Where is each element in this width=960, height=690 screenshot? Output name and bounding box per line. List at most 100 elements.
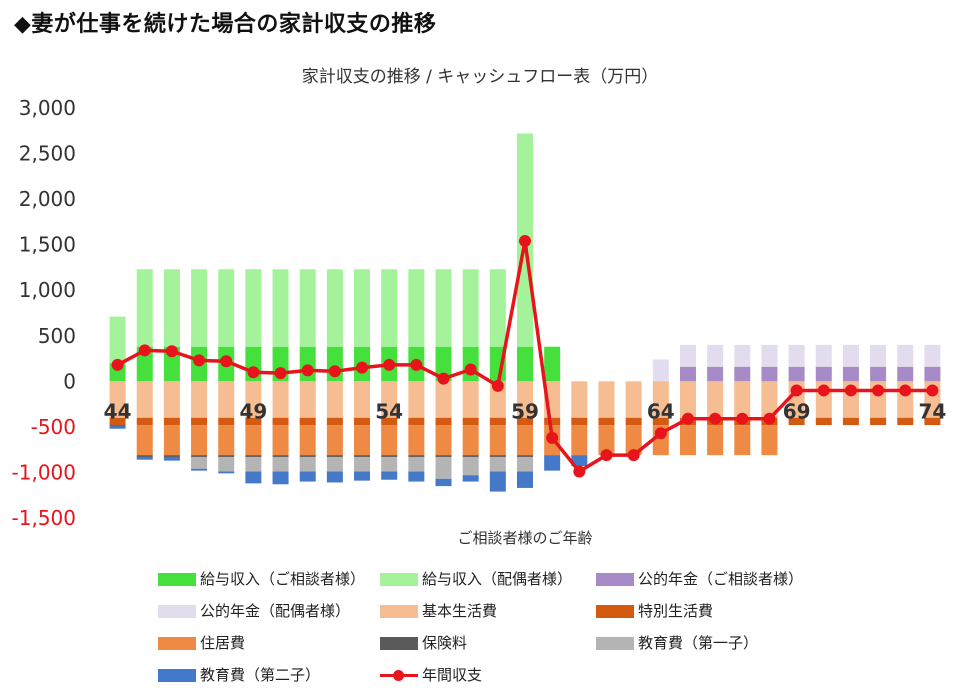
bar-segment <box>272 417 289 426</box>
bar-segment <box>326 425 343 456</box>
bar-segment <box>462 475 479 482</box>
annual-balance-point <box>328 365 341 378</box>
legend-item-housing: 住居費 <box>158 632 245 653</box>
bar-segment <box>761 344 778 367</box>
bar-segment <box>245 456 262 472</box>
legend-item-salary-client: 給与収入（ご相談者様） <box>158 568 365 589</box>
legend-item-salary-spouse: 給与収入（配偶者様） <box>380 568 572 589</box>
annual-balance-point <box>138 344 151 357</box>
bar-segment <box>299 269 316 347</box>
bar-segment <box>191 269 208 347</box>
legend-label: 公的年金（ご相談者様） <box>638 570 804 588</box>
bar-segment <box>517 346 533 382</box>
legend-label: 特別生活費 <box>638 602 714 620</box>
legend-label: 年間収支 <box>422 666 483 684</box>
bar-segment <box>136 456 153 460</box>
chart-title: 家計収支の推移 / キャッシュフロー表（万円） <box>301 67 659 87</box>
bar-segment <box>163 455 180 457</box>
bar-segment <box>354 471 371 481</box>
legend-item-annual-balance: 年間収支 <box>380 664 482 685</box>
bar-segment <box>489 381 506 418</box>
bar-segment <box>326 455 343 457</box>
bar-segment <box>788 344 805 367</box>
bar-segment <box>381 455 398 457</box>
bar-segment <box>897 366 914 382</box>
bar-segment <box>679 344 696 367</box>
legend-item-basic-living: 基本生活費 <box>380 600 497 621</box>
y-tick-label: 1,000 <box>19 278 76 302</box>
legend-swatch <box>158 669 196 682</box>
annual-balance-point <box>247 366 260 379</box>
bar-segment <box>707 381 724 418</box>
x-tick-label: 74 <box>918 399 946 423</box>
bar-segment <box>517 455 533 457</box>
bar-segment <box>652 417 669 426</box>
bar-segment <box>326 417 343 426</box>
annual-balance-point <box>573 465 586 478</box>
bar-segment <box>707 425 724 456</box>
x-axis-label: ご相談者様のご年齢 <box>457 529 592 547</box>
bar-segment <box>435 381 452 418</box>
bar-segment <box>326 471 343 483</box>
annual-balance-point <box>274 367 287 380</box>
bar-segment <box>544 346 561 382</box>
annual-balance-point <box>709 412 722 425</box>
bar-segment <box>679 425 696 456</box>
annual-balance-point <box>763 412 776 425</box>
legend-item-insurance: 保険料 <box>380 632 467 653</box>
bar-segment <box>218 471 235 474</box>
bar-segment <box>163 425 180 456</box>
annual-balance-point <box>817 384 830 397</box>
bar-segment <box>517 381 533 418</box>
bar-segment <box>191 425 208 456</box>
bar-segment <box>136 455 153 457</box>
bar-segment <box>218 417 235 426</box>
bar-segment <box>381 269 398 347</box>
bar-segment <box>245 381 262 418</box>
bar-segment <box>218 381 235 418</box>
y-tick-label: -500 <box>31 415 76 439</box>
y-tick-label: -1,500 <box>12 506 76 530</box>
bar-segment <box>489 425 506 456</box>
bar-segment <box>462 381 479 418</box>
bar-segment <box>435 346 452 382</box>
bar-segment <box>517 471 533 488</box>
bar-segment <box>326 456 343 472</box>
bar-segment <box>761 425 778 456</box>
legend-swatch <box>158 605 196 618</box>
annual-balance-point <box>627 449 640 462</box>
bar-segment <box>191 455 208 457</box>
bar-segment <box>897 344 914 367</box>
annual-balance-point <box>654 427 667 440</box>
bar-segment <box>191 381 208 418</box>
bar-segment <box>734 425 751 456</box>
bar-segment <box>517 456 533 472</box>
bar-segment <box>245 425 262 456</box>
bar-segment <box>163 417 180 426</box>
bar-segment <box>408 456 425 472</box>
bar-segment <box>462 455 479 457</box>
annual-balance-point <box>899 384 912 397</box>
bar-segment <box>381 471 398 480</box>
bar-segment <box>897 417 914 426</box>
bar-segment <box>136 381 153 418</box>
bar-segment <box>109 381 126 418</box>
bar-segment <box>462 417 479 426</box>
bar-segment <box>598 425 615 456</box>
bar-segment <box>136 417 153 426</box>
annual-balance-point <box>165 345 178 358</box>
bar-segment <box>598 381 615 418</box>
bar-segment <box>489 417 506 426</box>
bar-segment <box>870 366 887 382</box>
annual-balance-point <box>220 355 233 368</box>
bar-segment <box>326 269 343 347</box>
bar-segment <box>761 381 778 418</box>
bar-segment <box>299 456 316 472</box>
legend-label: 基本生活費 <box>422 602 498 620</box>
x-tick-label: 54 <box>375 399 403 423</box>
bar-segment <box>870 417 887 426</box>
bar-segment <box>788 417 805 426</box>
legend-item-education-first: 教育費（第一子） <box>596 632 758 653</box>
legend-item-pension-client: 公的年金（ご相談者様） <box>596 568 803 589</box>
